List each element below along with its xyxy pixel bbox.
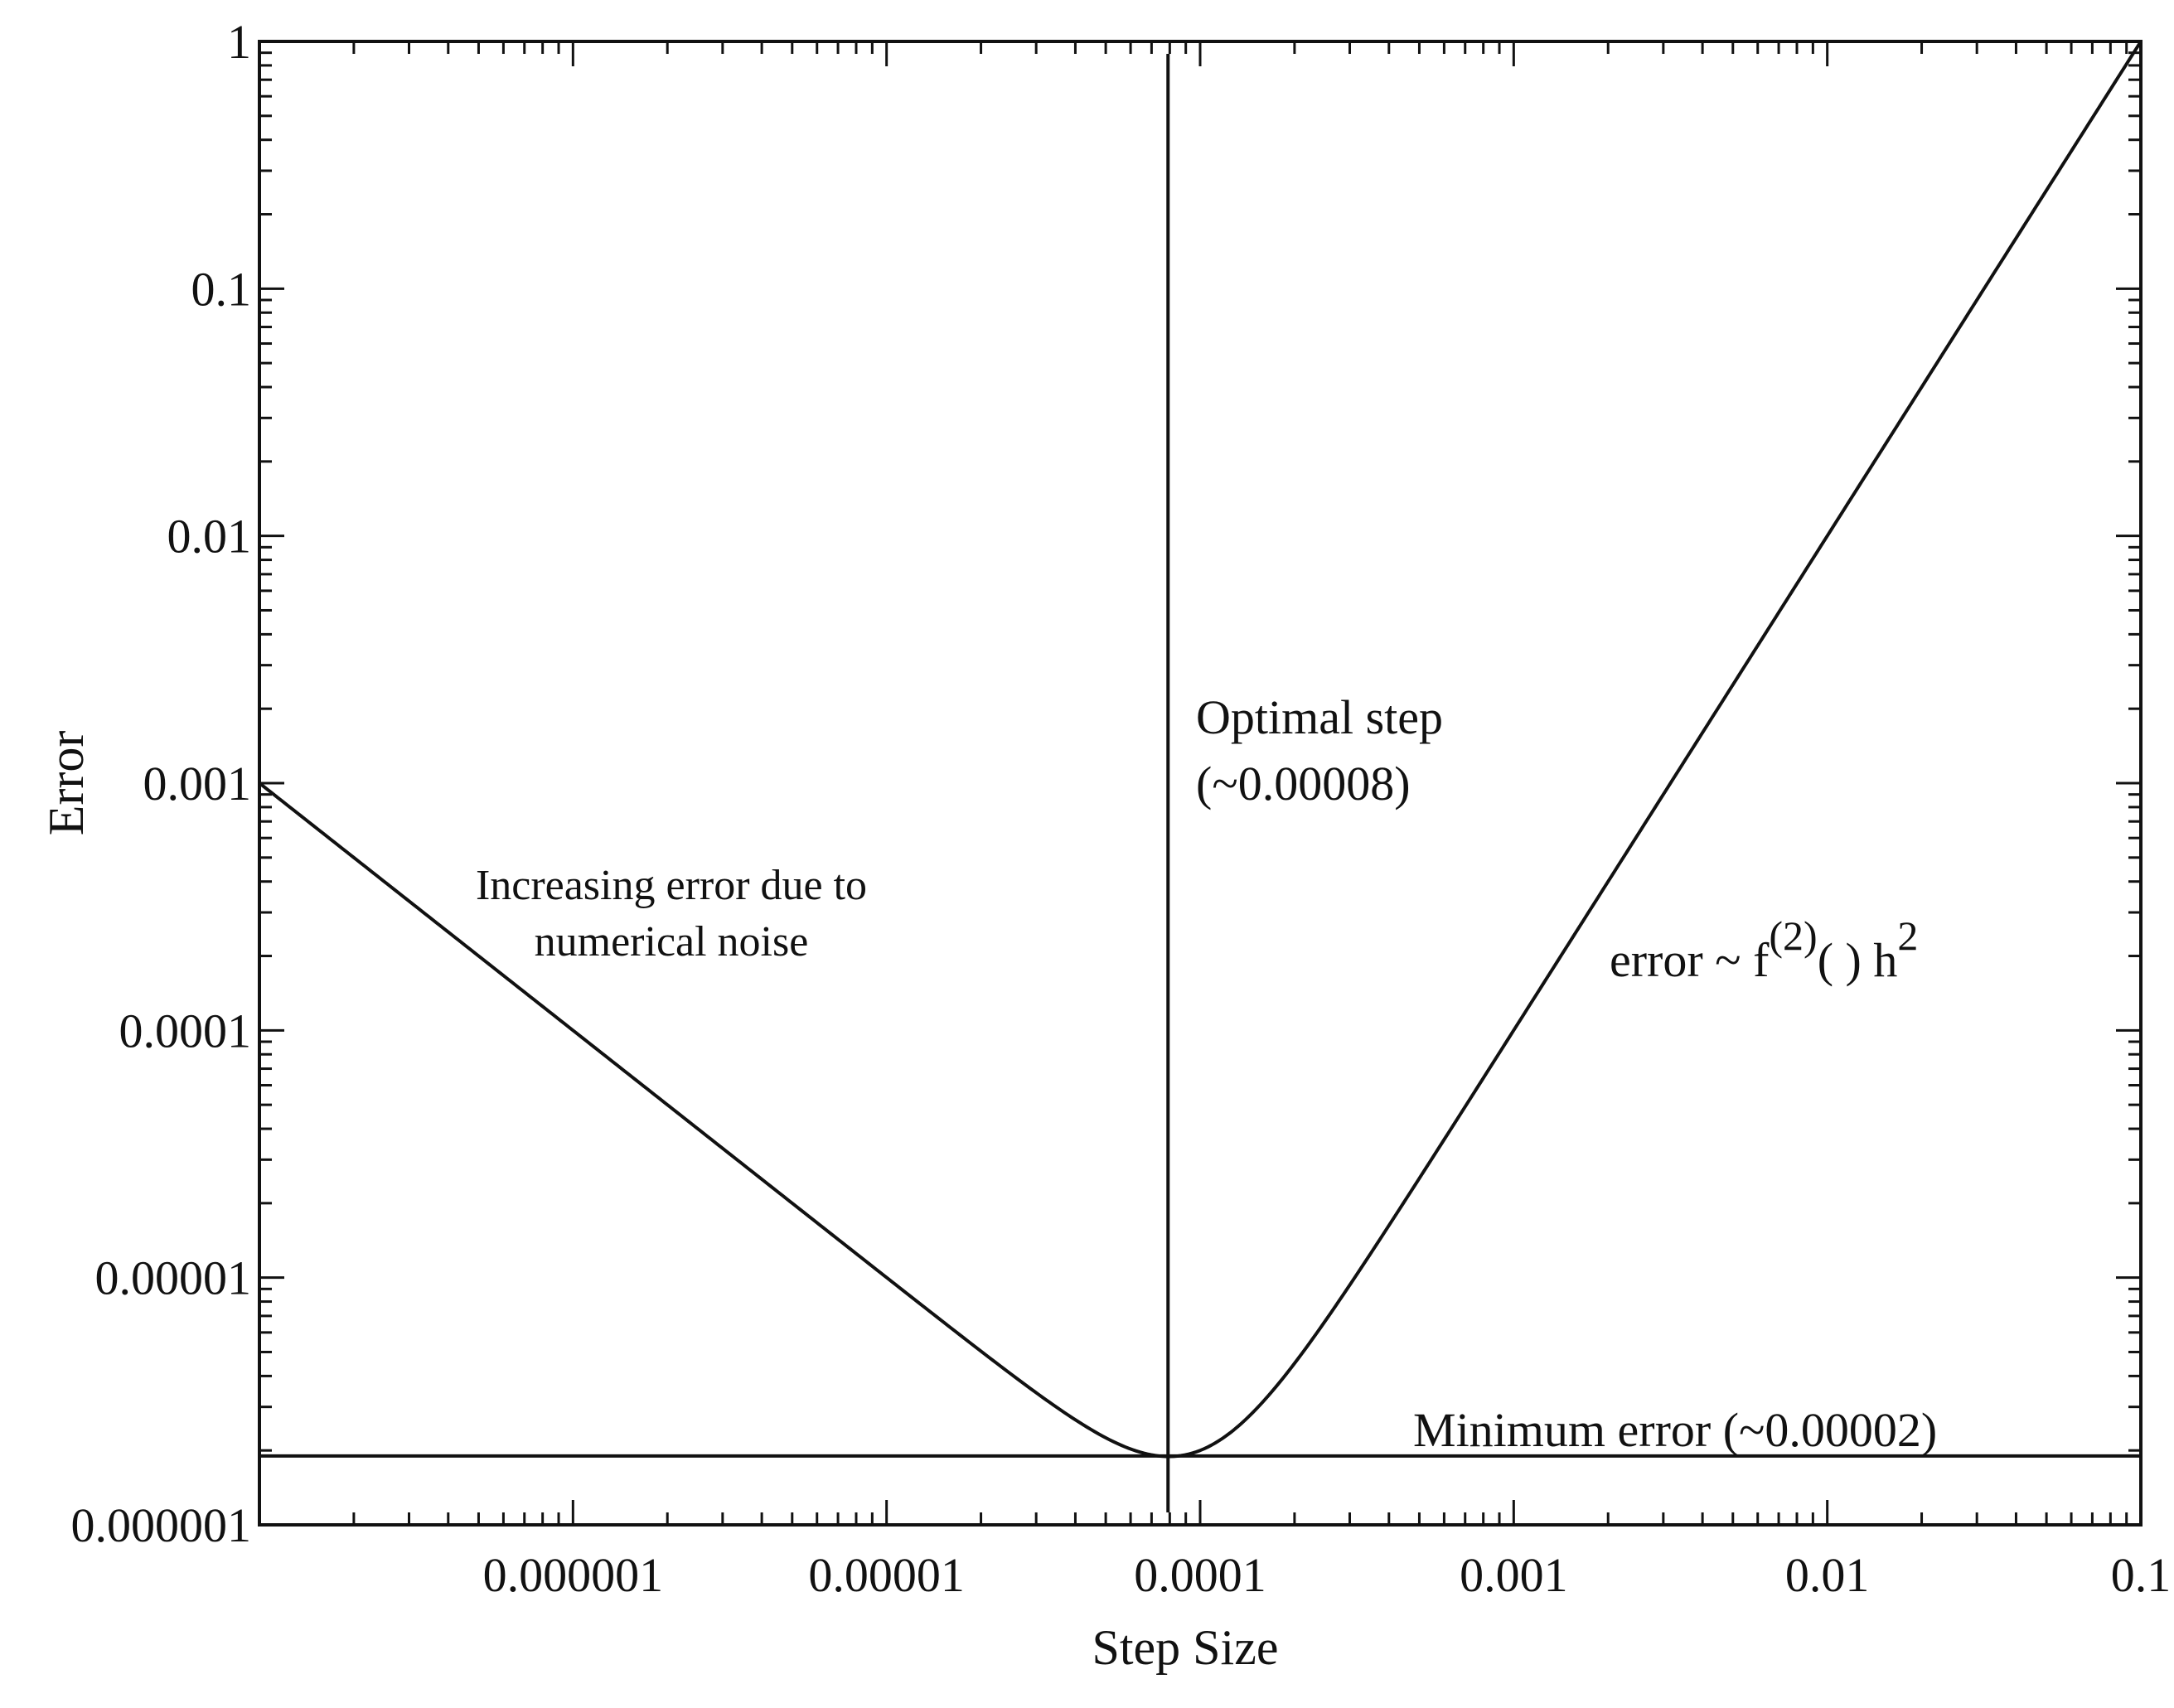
x-tick-label: 0.1 (2111, 1548, 2172, 1602)
optimal-step-annotation-line1: Optimal step (1196, 690, 1443, 744)
noise-annotation-line2: numerical noise (535, 918, 809, 965)
y-tick-labels: 0.000001 0.00001 0.0001 0.001 0.01 0.1 1 (71, 15, 252, 1552)
x-tick-labels: 0.000001 0.00001 0.0001 0.001 0.01 0.1 (483, 1548, 2172, 1602)
minimum-error-annotation: Minimum error (~0.00002) (1413, 1403, 1937, 1457)
x-tick-label: 0.000001 (483, 1548, 664, 1602)
minor-ticks (259, 41, 2141, 1525)
x-tick-label: 0.0001 (1134, 1548, 1266, 1602)
optimal-step-annotation-line2: (~0.00008) (1196, 757, 1411, 810)
truncation-error-annotation: error ~ f(2)( ) h2 (1610, 912, 1918, 987)
truncation-sup-power: 2 (1897, 912, 1918, 959)
y-tick-label: 0.0001 (119, 1004, 252, 1057)
noise-annotation-line1: Increasing error due to (476, 862, 867, 909)
y-tick-label: 0.1 (191, 262, 252, 316)
y-tick-label: 0.001 (143, 757, 252, 810)
y-axis-label: Error (39, 731, 94, 836)
truncation-sup-order: (2) (1769, 912, 1817, 959)
x-tick-label: 0.00001 (808, 1548, 965, 1602)
x-tick-label: 0.001 (1460, 1548, 1568, 1602)
major-ticks (258, 40, 2141, 1527)
truncation-middle: ( ) h (1818, 933, 1898, 987)
truncation-prefix: error ~ f (1610, 933, 1770, 987)
x-axis-label: Step Size (1092, 1620, 1279, 1675)
x-tick-label: 0.01 (1785, 1548, 1870, 1602)
y-tick-label: 0.00001 (95, 1251, 252, 1305)
y-tick-label: 0.01 (167, 510, 252, 564)
y-tick-label: 0.000001 (71, 1498, 252, 1552)
error-curve (258, 40, 2143, 1459)
y-tick-label: 1 (227, 15, 251, 69)
